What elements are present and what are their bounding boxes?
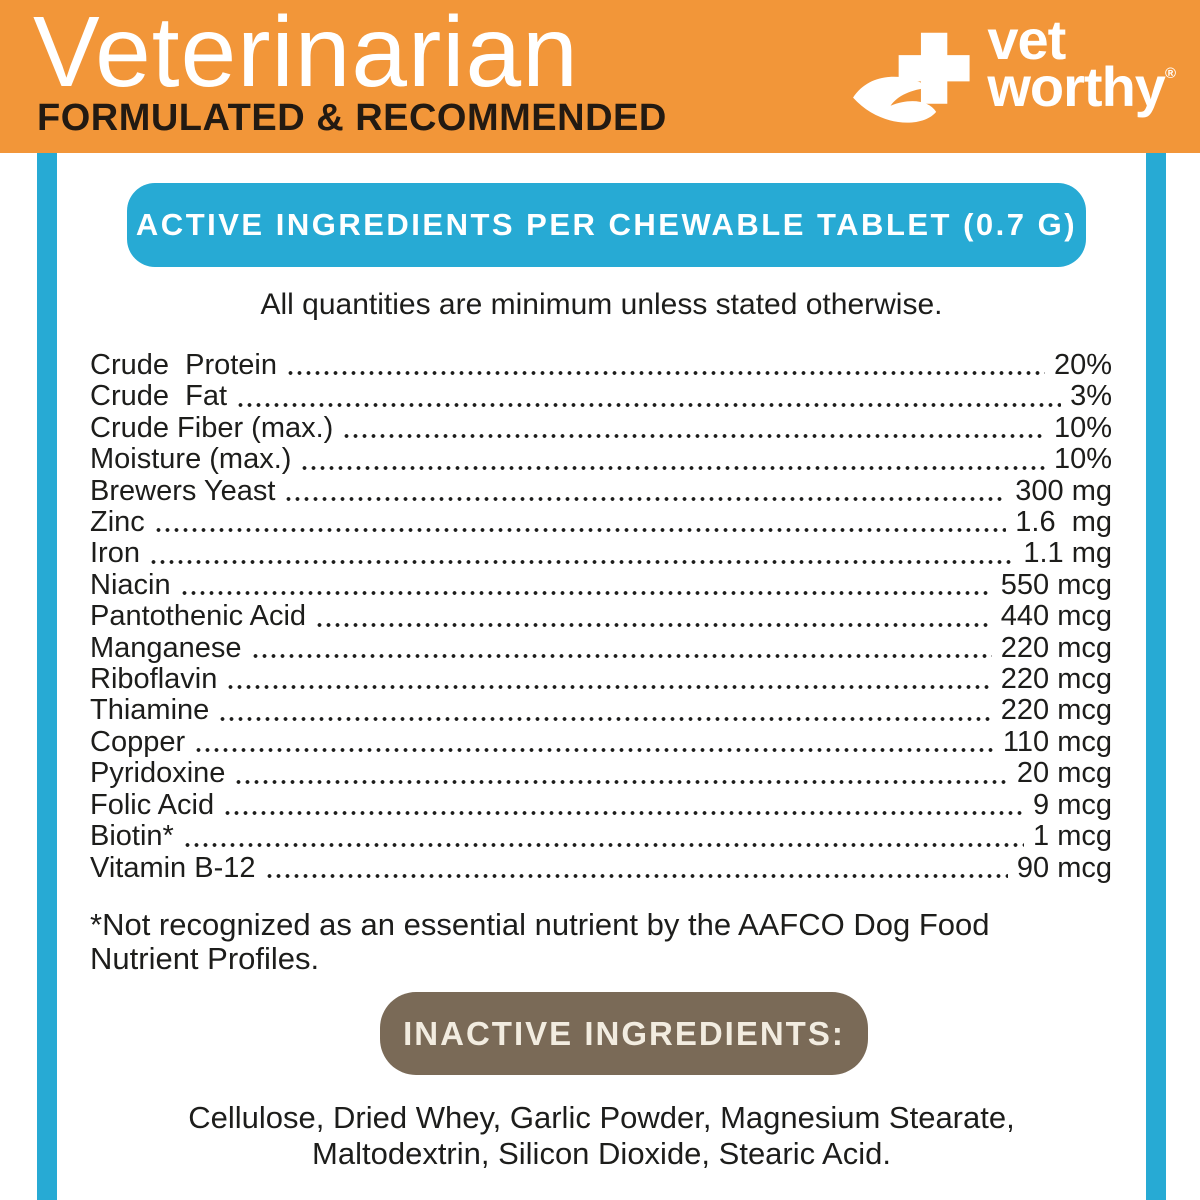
ingredient-name: Zinc bbox=[90, 506, 145, 539]
ingredient-row: Zinc 1.6 mg bbox=[90, 506, 1112, 539]
ingredient-row: Crude Fiber (max.) 10% bbox=[90, 411, 1112, 444]
ingredient-value: 20 mcg bbox=[1016, 757, 1112, 790]
ingredient-value: 440 mcg bbox=[1000, 600, 1112, 633]
ingredient-value: 550 mcg bbox=[1000, 568, 1112, 601]
ingredient-value: 20% bbox=[1053, 349, 1112, 381]
dot-leader bbox=[226, 685, 992, 690]
ingredient-row: Crude Fat 3% bbox=[90, 380, 1112, 413]
brand-logo: vet worthy® bbox=[849, 8, 1176, 146]
ingredient-row: Thiamine 220 mcg bbox=[90, 694, 1112, 727]
ingredient-row: Biotin* 1 mcg bbox=[90, 820, 1112, 853]
ingredient-name: Moisture (max.) bbox=[90, 443, 292, 476]
dot-leader bbox=[250, 654, 992, 659]
ingredient-row: Copper 110 mcg bbox=[90, 725, 1112, 758]
ingredient-row: Moisture (max.) 10% bbox=[90, 443, 1112, 476]
ingredient-name: Pantothenic Acid bbox=[90, 600, 307, 633]
dot-leader bbox=[300, 465, 1045, 470]
ingredient-name: Folic Acid bbox=[90, 788, 215, 821]
dot-leader bbox=[153, 528, 1007, 533]
ingredient-value: 220 mcg bbox=[1000, 631, 1112, 664]
ingredient-value: 300 mg bbox=[1015, 474, 1112, 507]
ingredient-name: Pyridoxine bbox=[90, 757, 226, 790]
dot-leader bbox=[234, 779, 1008, 784]
frame-border-left bbox=[37, 153, 57, 1200]
ingredient-row: Brewers Yeast 300 mg bbox=[90, 474, 1112, 507]
ingredient-name: Niacin bbox=[90, 568, 171, 601]
registered-mark-icon: ® bbox=[1164, 65, 1176, 83]
active-ingredients-banner: ACTIVE INGREDIENTS PER CHEWABLE TABLET (… bbox=[127, 183, 1086, 267]
dot-leader bbox=[194, 748, 994, 753]
ingredient-value: 90 mcg bbox=[1016, 851, 1112, 884]
dot-leader bbox=[236, 402, 1062, 407]
ingredient-row: Vitamin B-12 90 mcg bbox=[90, 851, 1112, 884]
header-band: Veterinarian FORMULATED & RECOMMENDED ve… bbox=[0, 0, 1200, 153]
leaf-cross-icon bbox=[853, 32, 970, 123]
aafco-footnote-line2: Nutrient Profiles. bbox=[90, 941, 320, 976]
inactive-ingredients-banner: INACTIVE INGREDIENTS: bbox=[380, 992, 868, 1075]
ingredient-row: Pyridoxine 20 mcg bbox=[90, 757, 1112, 790]
ingredient-row: Pantothenic Acid 440 mcg bbox=[90, 600, 1112, 633]
ingredient-row: Riboflavin 220 mcg bbox=[90, 663, 1112, 696]
ingredient-value: 1.6 mg bbox=[1015, 506, 1112, 539]
ingredient-name: Iron bbox=[90, 537, 140, 570]
ingredient-name: Crude Fat bbox=[90, 380, 227, 413]
ingredient-name: Biotin* bbox=[90, 820, 174, 853]
ingredient-name: Vitamin B-12 bbox=[90, 851, 256, 884]
ingredient-value: 10% bbox=[1053, 443, 1112, 476]
ingredient-value: 110 mcg bbox=[1002, 725, 1112, 758]
page-title: Veterinarian bbox=[33, 0, 579, 108]
dot-leader bbox=[284, 497, 1007, 502]
dot-leader bbox=[218, 716, 992, 721]
ingredient-name: Copper bbox=[90, 725, 186, 758]
active-ingredients-list: Crude Protein 20% Crude Fat 3% Crude Fib… bbox=[90, 349, 1112, 884]
ingredient-value: 220 mcg bbox=[1000, 694, 1112, 727]
ingredient-value: 3% bbox=[1070, 380, 1112, 413]
dot-leader bbox=[179, 591, 992, 596]
quantities-note: All quantities are minimum unless stated… bbox=[260, 288, 943, 321]
ingredient-row: Manganese 220 mcg bbox=[90, 631, 1112, 664]
ingredient-value: 220 mcg bbox=[1000, 663, 1112, 696]
ingredient-value: 1 mcg bbox=[1033, 820, 1112, 853]
ingredient-value: 9 mcg bbox=[1033, 788, 1112, 821]
ingredient-row: Iron 1.1 mg bbox=[90, 537, 1112, 570]
dot-leader bbox=[148, 559, 1015, 564]
ingredient-name: Crude Fiber (max.) bbox=[90, 411, 334, 444]
ingredient-row: Folic Acid 9 mcg bbox=[90, 788, 1112, 821]
ingredient-row: Crude Protein 20% bbox=[90, 349, 1112, 381]
brand-word-worthy: worthy® bbox=[987, 55, 1176, 119]
dot-leader bbox=[286, 371, 1045, 376]
ingredient-name: Thiamine bbox=[90, 694, 210, 727]
frame-border-right bbox=[1146, 153, 1166, 1200]
ingredient-name: Riboflavin bbox=[90, 663, 218, 696]
ingredient-name: Manganese bbox=[90, 631, 242, 664]
dot-leader bbox=[182, 842, 1025, 847]
dot-leader bbox=[264, 873, 1008, 878]
ingredient-value: 10% bbox=[1053, 411, 1112, 444]
inactive-ingredients-line1: Cellulose, Dried Whey, Garlic Powder, Ma… bbox=[188, 1100, 1015, 1135]
ingredient-row: Niacin 550 mcg bbox=[90, 568, 1112, 601]
ingredient-name: Crude Protein bbox=[90, 349, 277, 381]
ingredient-name: Brewers Yeast bbox=[90, 474, 276, 507]
inactive-ingredients-list: Cellulose, Dried Whey, Garlic Powder, Ma… bbox=[57, 1100, 1146, 1172]
ingredient-value: 1.1 mg bbox=[1023, 537, 1112, 570]
aafco-footnote-line1: *Not recognized as an essential nutrient… bbox=[90, 907, 990, 942]
brand-word-vet: vet bbox=[987, 8, 1066, 71]
dot-leader bbox=[223, 811, 1025, 816]
inactive-ingredients-line2: Maltodextrin, Silicon Dioxide, Stearic A… bbox=[312, 1136, 891, 1171]
dot-leader bbox=[315, 622, 992, 627]
aafco-footnote: *Not recognized as an essential nutrient… bbox=[90, 908, 1130, 976]
dot-leader bbox=[342, 434, 1045, 439]
brand-name: vet worthy® bbox=[987, 8, 1176, 119]
page-subtitle: FORMULATED & RECOMMENDED bbox=[37, 97, 667, 139]
